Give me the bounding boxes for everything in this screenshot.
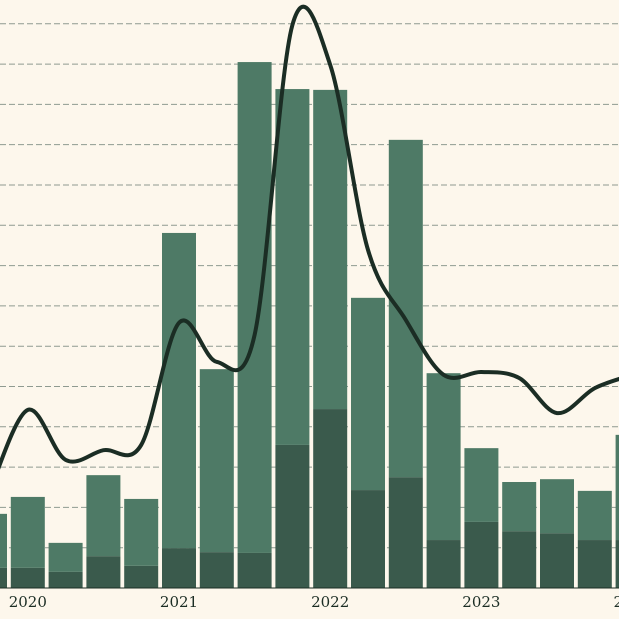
bar [48,542,83,572]
bar [426,373,461,541]
bar [48,571,83,588]
bar [388,477,423,588]
bar [502,531,537,588]
x-tick-label: 2020 [9,593,47,611]
bar [162,232,196,549]
bar [577,490,612,541]
x-tick-label: 2022 [311,593,349,611]
bar [615,540,619,588]
bar [502,482,537,532]
bar [388,139,423,478]
bar [124,565,159,588]
bar [540,533,574,588]
bar [86,475,121,557]
x-tick-label: 2021 [160,593,198,611]
bar [199,369,234,553]
bar [615,434,619,541]
bar [275,444,310,588]
bar [464,521,499,588]
bar [86,556,121,588]
bar [10,567,45,588]
bar [313,89,348,410]
bar [313,409,348,588]
line [0,4,619,470]
bar [540,479,574,534]
bar [10,496,45,568]
bar [237,552,272,588]
bar [0,513,7,568]
bar [577,540,612,588]
bar [275,89,310,445]
x-tick-label: 2024 [614,593,619,611]
bar [0,567,7,588]
bar [237,62,272,553]
bar [124,498,159,566]
bar [464,448,499,522]
x-tick-label: 2023 [462,593,500,611]
bar [199,552,234,588]
bar [351,297,385,491]
bar [426,540,461,588]
bar [351,490,385,588]
bar [162,548,196,588]
